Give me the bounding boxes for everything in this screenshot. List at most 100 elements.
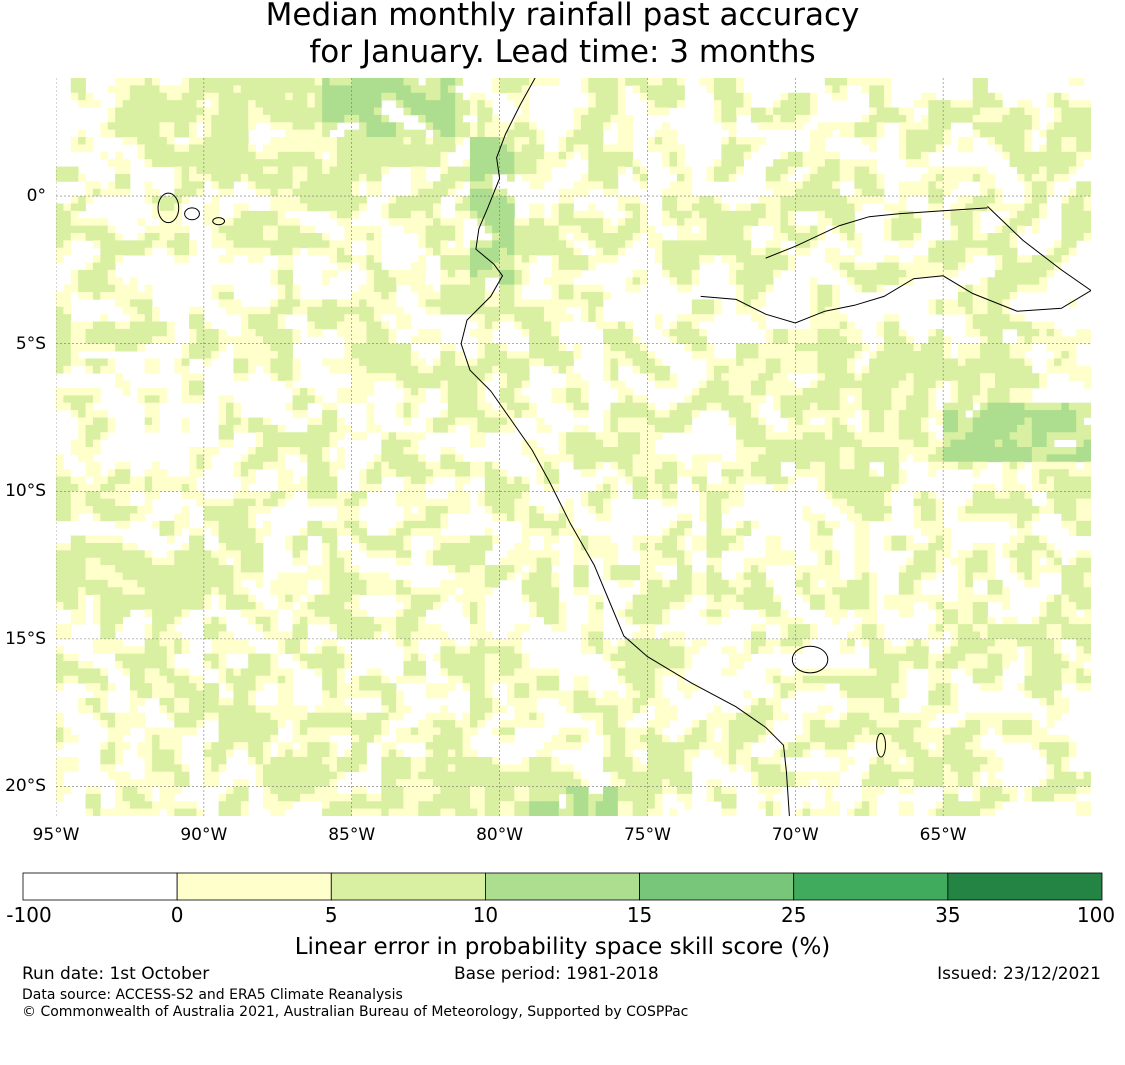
skill-cell bbox=[166, 129, 175, 138]
skill-cell bbox=[595, 498, 604, 507]
skill-cell bbox=[359, 572, 367, 581]
skill-cell bbox=[344, 498, 353, 507]
skill-cell bbox=[129, 705, 138, 714]
skill-cell bbox=[470, 432, 478, 441]
skill-cell bbox=[233, 417, 242, 426]
skill-cell bbox=[63, 624, 72, 632]
skill-cell bbox=[351, 373, 360, 381]
skill-cell bbox=[595, 232, 604, 241]
skill-cell bbox=[492, 565, 500, 573]
skill-cell bbox=[366, 151, 375, 160]
skill-cell bbox=[263, 417, 271, 426]
skill-cell bbox=[359, 734, 367, 743]
skill-cell bbox=[366, 328, 375, 337]
skill-cell bbox=[203, 624, 212, 632]
skill-cell bbox=[433, 528, 441, 536]
skill-cell bbox=[455, 196, 464, 204]
skill-cell bbox=[263, 779, 271, 787]
skill-cell bbox=[425, 299, 434, 308]
skill-cell bbox=[285, 373, 293, 381]
skill-cell bbox=[566, 277, 574, 286]
skill-cell bbox=[196, 697, 205, 706]
skill-cell bbox=[410, 402, 419, 411]
skill-cell bbox=[484, 424, 493, 433]
skill-cell bbox=[506, 653, 515, 662]
skill-cell bbox=[115, 255, 123, 263]
skill-cell bbox=[373, 247, 382, 256]
skill-cell bbox=[492, 269, 500, 278]
skill-cell bbox=[85, 565, 94, 573]
skill-cell bbox=[514, 144, 523, 153]
skill-cell bbox=[196, 107, 205, 116]
skill-cell bbox=[322, 779, 330, 787]
skill-cell bbox=[344, 705, 353, 714]
skill-cell bbox=[462, 284, 471, 293]
skill-cell bbox=[277, 232, 286, 241]
skill-cell bbox=[462, 646, 471, 655]
skill-cell bbox=[255, 461, 264, 470]
skill-cell bbox=[514, 232, 523, 241]
skill-cell bbox=[381, 328, 390, 337]
skill-cell bbox=[115, 756, 123, 765]
skill-cell bbox=[159, 749, 168, 758]
skill-cell bbox=[299, 528, 308, 536]
skill-cell bbox=[588, 601, 597, 610]
skill-cell bbox=[543, 240, 552, 249]
skill-cell bbox=[477, 188, 486, 197]
skill-cell bbox=[63, 328, 72, 337]
skill-cell bbox=[226, 284, 234, 293]
skill-cell bbox=[381, 572, 390, 581]
skill-cell bbox=[285, 779, 293, 787]
skill-cell bbox=[152, 801, 160, 810]
skill-cell bbox=[277, 771, 286, 780]
skill-cell bbox=[506, 675, 515, 684]
skill-cell bbox=[299, 85, 308, 94]
skill-cell bbox=[403, 786, 412, 795]
skill-cell bbox=[292, 387, 301, 396]
skill-cell bbox=[137, 749, 146, 758]
skill-cell bbox=[625, 432, 634, 441]
skill-cell bbox=[499, 343, 508, 352]
skill-cell bbox=[470, 727, 478, 736]
skill-cell bbox=[499, 269, 508, 278]
skill-cell bbox=[499, 424, 508, 433]
skill-cell bbox=[233, 705, 242, 714]
skill-cell bbox=[447, 262, 456, 271]
skill-cell bbox=[344, 683, 353, 691]
skill-cell bbox=[292, 196, 301, 204]
skill-cell bbox=[580, 801, 589, 810]
skill-cell bbox=[277, 756, 286, 765]
skill-cell bbox=[610, 491, 619, 500]
skill-cell bbox=[388, 210, 397, 219]
skill-cell bbox=[85, 793, 94, 802]
skill-cell bbox=[189, 314, 197, 322]
skill-cell bbox=[403, 461, 412, 470]
skill-cell bbox=[447, 491, 456, 500]
skill-cell bbox=[410, 262, 419, 271]
skill-cell bbox=[514, 491, 523, 500]
skill-cell bbox=[336, 166, 345, 175]
skill-cell bbox=[122, 542, 131, 551]
skill-cell bbox=[418, 764, 427, 773]
skill-cell bbox=[580, 439, 589, 448]
skill-cell bbox=[403, 447, 412, 455]
skill-cell bbox=[174, 690, 183, 699]
skill-cell bbox=[248, 535, 257, 544]
skill-cell bbox=[92, 447, 101, 455]
skill-cell bbox=[63, 306, 72, 315]
skill-cell bbox=[625, 638, 634, 647]
skill-cell bbox=[159, 520, 168, 529]
skill-cell bbox=[492, 166, 500, 175]
skill-cell bbox=[137, 675, 146, 684]
skill-cell bbox=[625, 653, 634, 662]
skill-cell bbox=[263, 181, 271, 190]
skill-cell bbox=[580, 107, 589, 116]
skill-cell bbox=[506, 565, 515, 573]
skill-cell bbox=[514, 712, 523, 721]
skill-cell bbox=[373, 343, 382, 352]
skill-cell bbox=[536, 771, 545, 780]
skill-cell bbox=[107, 550, 116, 559]
skill-cell bbox=[314, 129, 323, 138]
skill-cell bbox=[359, 764, 367, 773]
skill-cell bbox=[85, 801, 94, 810]
